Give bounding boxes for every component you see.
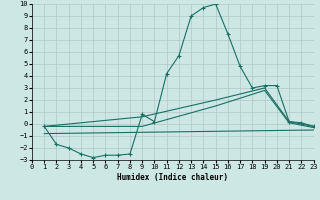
- X-axis label: Humidex (Indice chaleur): Humidex (Indice chaleur): [117, 173, 228, 182]
